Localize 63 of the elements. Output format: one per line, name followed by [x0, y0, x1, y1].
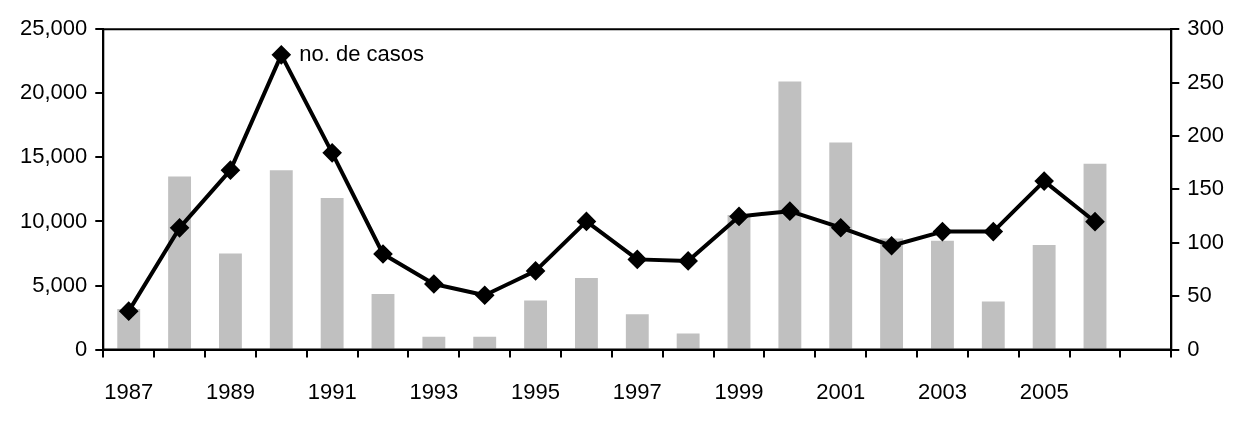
- bar: [676, 333, 700, 349]
- point: [323, 143, 342, 162]
- bar: [930, 240, 954, 349]
- point: [730, 207, 749, 226]
- point: [780, 202, 799, 221]
- point: [933, 222, 952, 241]
- bar: [218, 253, 242, 349]
- point: [374, 244, 393, 263]
- bar: [778, 81, 802, 349]
- bar: [473, 336, 497, 349]
- x-tick-label: 1999: [714, 378, 764, 404]
- y-tick-label: 0: [75, 335, 88, 361]
- point: [882, 236, 901, 255]
- x-tick-label: 1987: [104, 378, 154, 404]
- y-tick-label: 15,000: [19, 143, 88, 169]
- y-tick-label: 25,000: [19, 15, 88, 41]
- point: [628, 250, 647, 269]
- bar: [880, 238, 904, 349]
- series-label: no. de casos: [299, 40, 425, 66]
- x-tick-label: 1991: [307, 378, 357, 404]
- point: [475, 286, 494, 305]
- y-tick-label: 10,000: [19, 207, 88, 233]
- point: [1086, 212, 1105, 231]
- point: [831, 218, 850, 237]
- point: [119, 302, 138, 321]
- bar: [320, 197, 344, 349]
- point: [424, 274, 443, 293]
- bar: [422, 336, 446, 349]
- x-tick-label: 1995: [511, 378, 561, 404]
- bar: [1083, 163, 1107, 349]
- bar: [625, 314, 649, 349]
- y2-tick-label: 300: [1187, 15, 1225, 41]
- y2-tick-label: 100: [1187, 228, 1225, 254]
- point: [1035, 172, 1054, 191]
- x-tick-label: 2005: [1019, 378, 1069, 404]
- y2-tick-label: 50: [1187, 282, 1212, 308]
- point: [679, 251, 698, 270]
- y-tick-label: 20,000: [19, 79, 88, 105]
- x-tick-label: 1997: [612, 378, 662, 404]
- point: [272, 45, 291, 64]
- y2-tick-label: 150: [1187, 175, 1225, 201]
- bar: [1032, 244, 1056, 349]
- point: [170, 218, 189, 237]
- x-tick-label: 2001: [816, 378, 866, 404]
- bar: [981, 301, 1005, 349]
- bar: [829, 142, 853, 349]
- x-tick-label: 1989: [205, 378, 255, 404]
- point: [221, 161, 240, 180]
- y2-tick-label: 0: [1187, 335, 1200, 361]
- bar: [371, 294, 395, 349]
- bar: [269, 170, 293, 349]
- x-tick-label: 1993: [409, 378, 459, 404]
- point: [526, 261, 545, 280]
- bar: [524, 300, 548, 349]
- bar: [727, 215, 751, 349]
- bar: [574, 278, 598, 349]
- point: [984, 222, 1003, 241]
- x-tick-label: 2003: [917, 378, 967, 404]
- y-tick-label: 5,000: [32, 271, 88, 297]
- point: [577, 212, 596, 231]
- y2-tick-label: 200: [1187, 122, 1225, 148]
- y2-tick-label: 250: [1187, 68, 1225, 94]
- bar: [168, 176, 192, 349]
